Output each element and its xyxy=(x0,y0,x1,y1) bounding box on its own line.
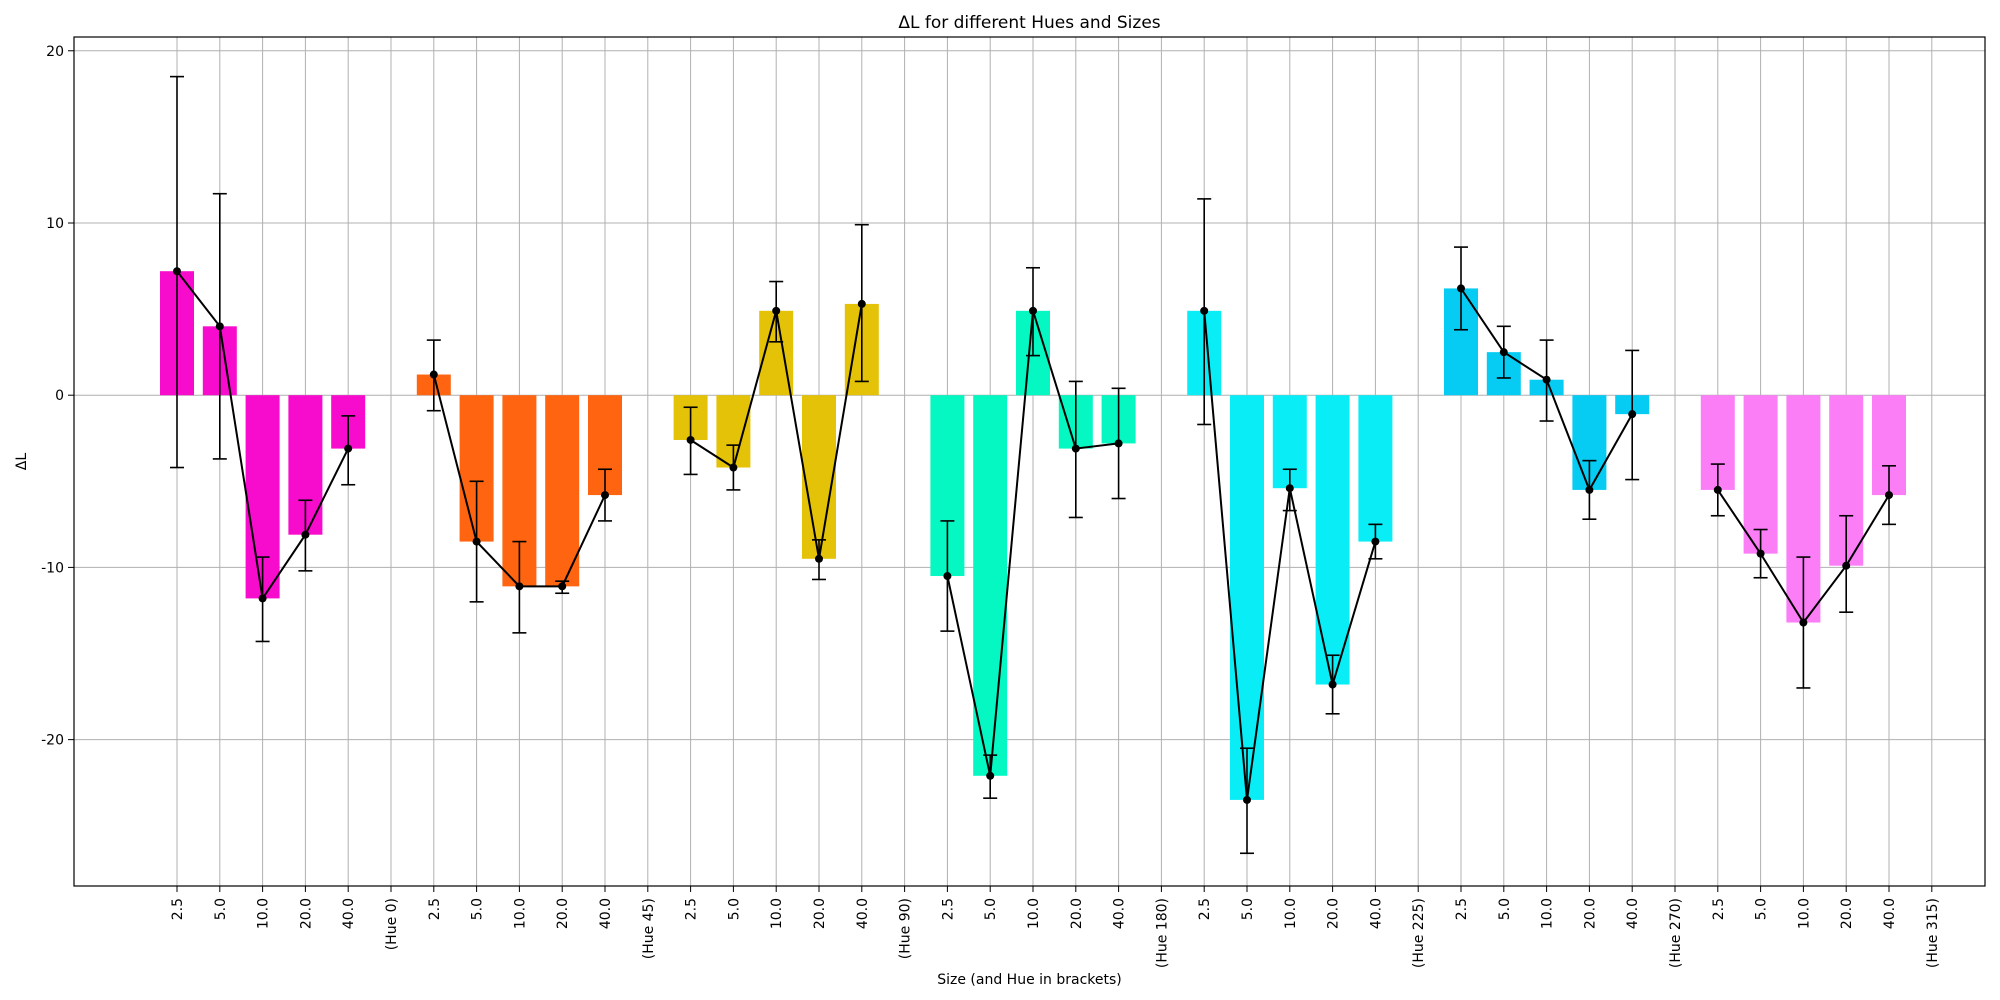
mean-point xyxy=(1243,795,1251,804)
x-tick-label: 10.0 xyxy=(512,898,528,929)
mean-point xyxy=(1328,680,1337,689)
mean-point xyxy=(943,572,952,581)
mean-point xyxy=(1371,537,1380,546)
bar xyxy=(1315,395,1350,685)
mean-point xyxy=(472,537,481,546)
y-ticks: -20 -10 0 10 20 xyxy=(41,44,74,749)
x-tick-label: 5.0 xyxy=(1240,898,1256,920)
mean-point xyxy=(258,594,267,603)
mean-point xyxy=(1499,348,1508,357)
bar xyxy=(1358,395,1393,542)
x-tick-label: 20.0 xyxy=(1839,898,1855,929)
x-tick-label: 5.0 xyxy=(1754,898,1770,920)
y-tick-label: 10 xyxy=(46,216,64,232)
mean-point xyxy=(815,554,823,563)
x-tick-label: 2.5 xyxy=(1711,898,1727,920)
x-tick-label: 20.0 xyxy=(1326,898,1342,929)
y-tick-label: -20 xyxy=(41,733,64,749)
mean-point xyxy=(772,306,781,315)
chart-title: ΔL for different Hues and Sizes xyxy=(898,13,1160,33)
x-tick-label: 5.0 xyxy=(983,898,999,920)
x-tick-label: 20.0 xyxy=(298,898,314,929)
x-tick-label: 5.0 xyxy=(1497,898,1513,920)
mean-point xyxy=(1200,306,1209,315)
x-tick-label: (Hue 315) xyxy=(1925,898,1941,968)
bar xyxy=(545,395,580,587)
grid-lines xyxy=(74,37,1985,886)
x-tick-label: 40.0 xyxy=(598,898,614,929)
x-tick-label: 40.0 xyxy=(855,898,871,929)
mean-point xyxy=(558,582,567,591)
x-tick-label: 20.0 xyxy=(812,898,828,929)
mean-point xyxy=(601,491,609,500)
mean-point xyxy=(1114,439,1123,448)
y-tick-label: 20 xyxy=(46,44,64,60)
x-tick-label: 2.5 xyxy=(1197,898,1213,920)
x-tick-label: (Hue 270) xyxy=(1668,898,1684,968)
x-tick-label: 10.0 xyxy=(1283,898,1299,929)
x-tick-label: 2.5 xyxy=(684,898,700,920)
x-tick-label: 5.0 xyxy=(213,898,229,920)
x-tick-label: 2.5 xyxy=(427,898,443,920)
x-tick-label: 2.5 xyxy=(940,898,956,920)
bar xyxy=(1230,395,1264,800)
mean-point xyxy=(1585,485,1594,494)
x-tick-label: 10.0 xyxy=(1540,898,1556,929)
x-tick-label: 10.0 xyxy=(1796,898,1812,929)
mean-point xyxy=(1071,444,1080,453)
mean-point xyxy=(986,771,995,780)
mean-point xyxy=(173,267,181,276)
mean-point xyxy=(1756,549,1765,558)
mean-point xyxy=(1542,375,1551,384)
x-tick-label: 40.0 xyxy=(1368,898,1384,929)
mean-point xyxy=(301,530,310,539)
bar xyxy=(973,395,1008,776)
x-tick-label: 20.0 xyxy=(555,898,571,929)
x-tick-label: 40.0 xyxy=(341,898,357,929)
plot-frame xyxy=(73,36,1986,887)
mean-point xyxy=(1457,284,1465,293)
mean-point xyxy=(686,435,695,444)
x-tick-label: 10.0 xyxy=(769,898,785,929)
x-tick-label: 40.0 xyxy=(1882,898,1898,929)
x-tick-label: 10.0 xyxy=(1026,898,1042,929)
x-tick-label: 2.5 xyxy=(1454,898,1470,920)
x-tick-label: 2.5 xyxy=(170,898,186,920)
x-tick-label: 5.0 xyxy=(470,898,486,920)
x-tick-label: 40.0 xyxy=(1625,898,1641,929)
mean-point xyxy=(429,370,438,379)
mean-point xyxy=(729,463,738,472)
x-tick-label: 20.0 xyxy=(1069,898,1085,929)
mean-point xyxy=(215,322,224,331)
x-tick-label: (Hue 225) xyxy=(1411,898,1427,968)
mean-point xyxy=(1885,491,1893,500)
mean-point xyxy=(857,299,866,308)
x-tick-label: 20.0 xyxy=(1582,898,1598,929)
bar xyxy=(1743,395,1778,554)
mean-point xyxy=(1285,484,1294,493)
bar xyxy=(802,395,836,559)
mean-point xyxy=(515,582,524,591)
mean-point xyxy=(1842,561,1851,570)
x-tick-label: (Hue 45) xyxy=(641,898,657,959)
x-tick-label: 40.0 xyxy=(1112,898,1128,929)
y-tick-label: 0 xyxy=(55,388,64,404)
mean-point xyxy=(1029,306,1037,315)
y-tick-label: -10 xyxy=(41,560,64,576)
mean-point xyxy=(344,444,353,453)
mean-point xyxy=(1628,410,1637,419)
mean-point xyxy=(1713,485,1722,494)
x-tick-label: 5.0 xyxy=(726,898,742,920)
x-tick-label: (Hue 0) xyxy=(384,898,400,950)
x-axis-label: Size (and Hue in brackets) xyxy=(937,972,1122,988)
x-tick-label: 10.0 xyxy=(256,898,272,929)
x-tick-label: (Hue 90) xyxy=(898,898,914,959)
x-ticks: 2.5 5.0 10.0 20.0 40.0 (Hue 0) 2.5 5.0 10.0 20.0 4… xyxy=(170,886,1941,968)
y-axis-label: ΔL xyxy=(14,453,30,471)
x-tick-label: (Hue 180) xyxy=(1154,898,1170,968)
mean-point xyxy=(1799,618,1808,627)
mean-points xyxy=(173,267,1893,804)
